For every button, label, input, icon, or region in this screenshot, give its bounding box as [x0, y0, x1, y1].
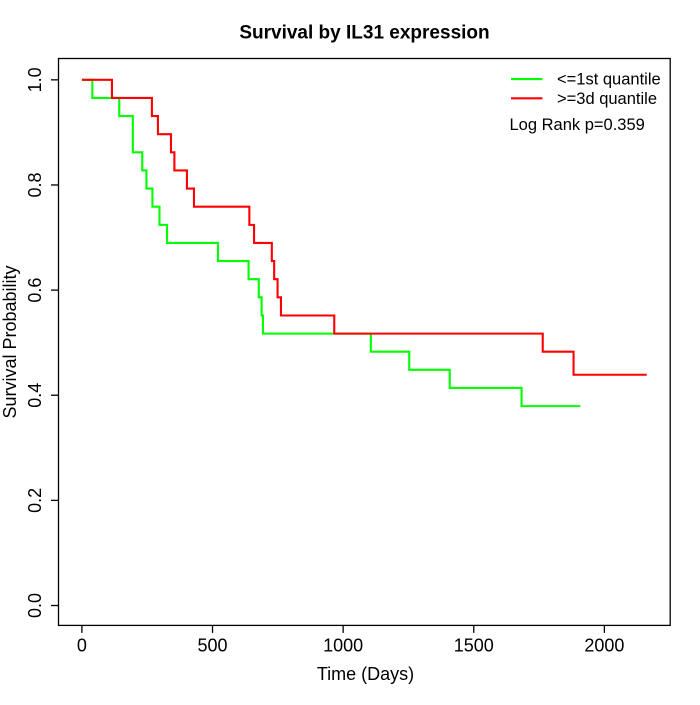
legend-label-high-quantile: >=3d quantile	[557, 90, 657, 108]
log-rank-pvalue-annotation: Log Rank p=0.359	[510, 116, 645, 134]
chart-title: Survival by IL31 expression	[239, 23, 489, 44]
survival-curve-low-quantile	[81, 78, 581, 408]
y-tick-label: 1.0	[25, 67, 45, 92]
y-axis-label: Survival Probability	[0, 265, 20, 418]
y-tick-label: 0.0	[25, 593, 45, 618]
plot-box	[57, 57, 671, 627]
y-tick-label: 0.6	[25, 278, 45, 303]
survival-curve-high-quantile	[81, 78, 647, 376]
x-tick-label: 1500	[454, 636, 494, 656]
plot-area: 0 500 1000 1500 2000 0.0 0.2 0.4 0.6 0.8 1.0	[25, 57, 671, 656]
y-tick-label: 0.8	[25, 172, 45, 197]
x-tick-label: 1000	[323, 636, 363, 656]
legend: <=1st quantile >=3d quantile Log Rank p=…	[510, 71, 661, 134]
x-tick-label: 0	[77, 636, 87, 656]
x-axis-label: Time (Days)	[317, 664, 414, 684]
y-tick-label: 0.2	[25, 488, 45, 513]
y-tick-label: 0.4	[25, 383, 45, 408]
x-tick-label: 500	[197, 636, 227, 656]
legend-label-low-quantile: <=1st quantile	[557, 71, 661, 89]
x-tick-label: 2000	[584, 636, 624, 656]
